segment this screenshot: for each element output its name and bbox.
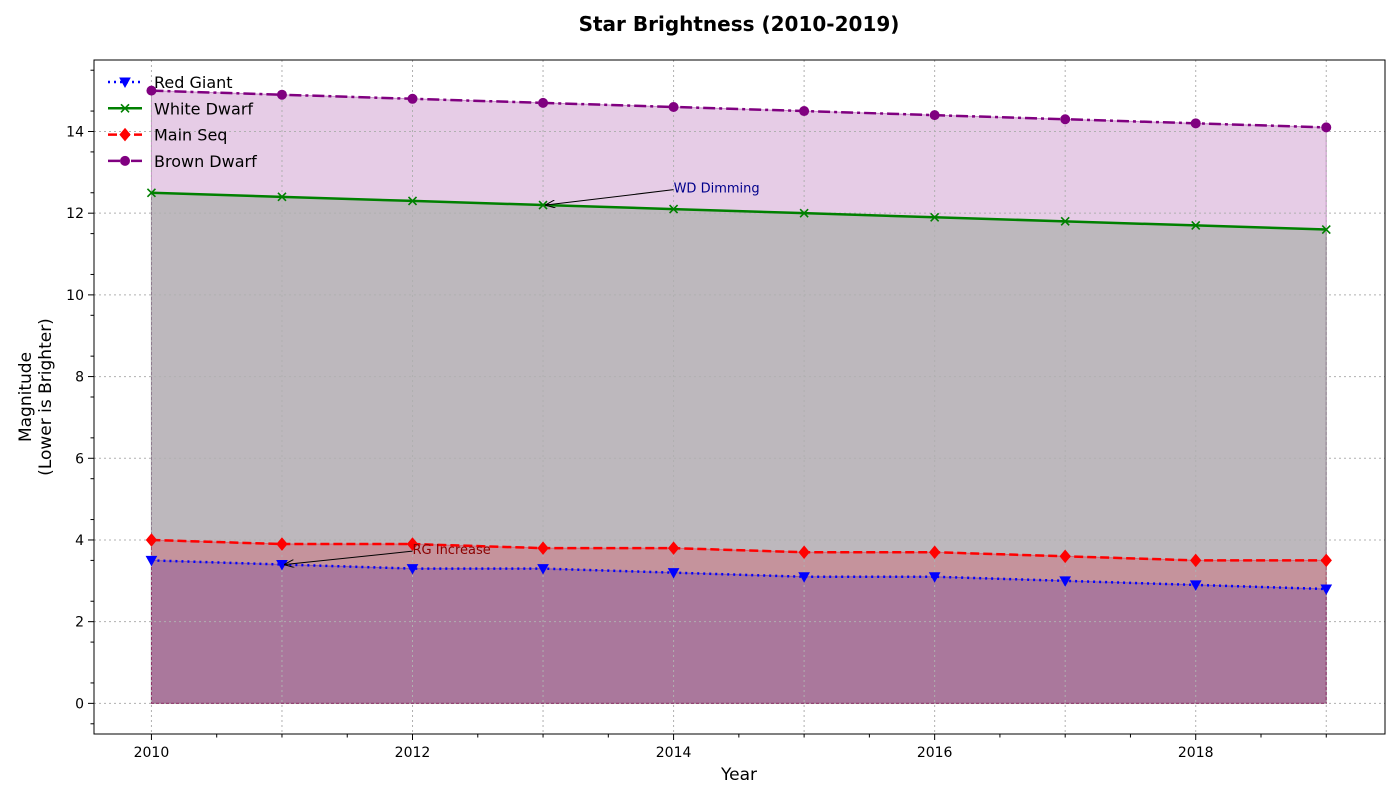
y-tick-label: 2 [75,615,84,631]
series-line-brown-dwarf [151,89,1327,129]
data-point-brown-dwarf [668,101,679,112]
y-tick-label: 4 [75,533,84,549]
legend-label-main-seq: Main Seq [154,126,227,145]
y-tick-label: 10 [66,288,84,304]
data-point-red-giant [928,572,941,583]
data-point-main-seq [929,545,941,560]
x-tick-label: 2018 [1178,745,1214,761]
data-point-red-giant [667,568,680,579]
legend-item-red-giant: Red Giant [108,73,233,92]
data-point-main-seq [276,537,288,551]
x-tick-label: 2014 [656,745,692,761]
data-point-main-seq [145,533,158,547]
legend: Red Giant White Dwarf Main Seq Brown Dwarf [108,73,257,171]
x-tick-label: 2012 [395,745,431,761]
data-point-red-giant [145,555,158,567]
data-point-red-giant [1059,576,1072,587]
x-tick-label: 2016 [917,745,953,761]
y-axis-label-line-1: Magnitude [16,352,36,442]
data-point-red-giant [1189,580,1202,591]
data-point-main-seq [1190,553,1202,568]
data-point-brown-dwarf [1190,118,1201,129]
data-point-white-dwarf [799,208,809,218]
data-point-brown-dwarf [929,110,940,121]
annotation-label: WD Dimming [674,182,760,197]
data-point-main-seq [1059,549,1071,564]
series-line-main-seq [151,538,1327,562]
legend-label-red-giant: Red Giant [154,73,233,92]
legend-marker-main-seq [119,127,131,142]
legend-marker-brown-dwarf [120,155,130,166]
series-lines [151,89,1327,591]
data-point-main-seq [1320,553,1332,568]
annotation-label: RG Increase [413,543,491,558]
legend-marker-red-giant [119,77,131,89]
grid-lines [94,60,1385,734]
annotation-arrow [285,550,413,564]
data-point-main-seq [798,545,810,560]
data-point-white-dwarf [1191,220,1201,231]
legend-marker-white-dwarf [120,103,130,113]
data-point-white-dwarf [930,212,940,222]
y-axis: 0 2 4 6 8 10 12 14 [66,69,94,725]
data-point-brown-dwarf [799,106,810,117]
legend-label-brown-dwarf: Brown Dwarf [154,152,257,171]
data-point-red-giant [798,572,810,583]
y-tick-label: 0 [75,696,84,712]
data-point-red-giant [1320,584,1333,596]
data-point-white-dwarf [277,192,287,202]
data-point-red-giant [537,564,549,575]
legend-item-brown-dwarf: Brown Dwarf [108,152,257,171]
data-point-white-dwarf [669,204,679,214]
data-point-brown-dwarf [407,93,418,104]
chart-title: Star Brightness (2010-2019) [579,12,900,36]
legend-item-main-seq: Main Seq [108,126,227,145]
data-point-brown-dwarf [1060,114,1071,125]
data-point-brown-dwarf [146,85,157,96]
y-tick-label: 6 [75,451,84,467]
annotation-arrow [546,189,674,205]
legend-item-white-dwarf: White Dwarf [108,99,253,118]
data-point-red-giant [406,564,419,575]
y-tick-label: 8 [75,370,84,386]
data-point-white-dwarf [146,188,157,198]
x-tick-label: 2010 [134,745,170,761]
x-axis-label: Year [720,765,757,785]
series-line-white-dwarf [151,191,1327,231]
area-fills [150,90,1327,704]
data-point-white-dwarf [407,196,418,206]
data-point-main-seq [406,537,419,551]
data-point-main-seq [537,541,549,555]
data-point-white-dwarf [1060,216,1070,226]
data-point-brown-dwarf [538,97,549,108]
y-tick-label: 14 [66,124,84,140]
series-markers [145,85,1333,596]
x-axis: 2010 2012 2014 2016 2018 [134,734,1327,761]
y-tick-label: 12 [66,206,84,222]
series-line-red-giant [151,559,1327,591]
annotations: WD Dimming RG Increase [285,182,760,565]
data-point-brown-dwarf [1321,122,1332,133]
data-point-main-seq [667,541,680,555]
data-point-white-dwarf [1321,224,1331,235]
y-axis-label-line-2: (Lower is Brighter) [36,318,56,476]
data-point-brown-dwarf [276,89,287,100]
legend-label-white-dwarf: White Dwarf [154,99,253,118]
y-axis-label: Magnitude (Lower is Brighter) [16,318,56,476]
